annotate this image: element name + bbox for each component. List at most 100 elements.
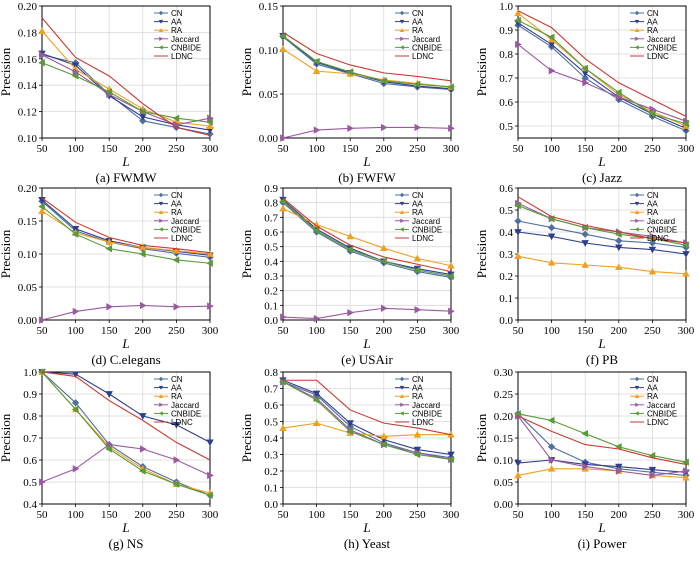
legend-label-ldnc: LDNC <box>171 52 193 61</box>
y-tick-label: 0.1 <box>264 300 278 312</box>
x-tick-label: 250 <box>168 143 185 155</box>
y-axis-label: Precision <box>239 47 254 96</box>
legend-marker-cnbide <box>634 227 639 232</box>
point-jaccard <box>683 467 690 475</box>
point-aa <box>682 251 690 258</box>
point-jaccard <box>72 307 80 316</box>
series-line-jaccard <box>41 304 211 321</box>
legend-label-ldnc: LDNC <box>171 234 193 243</box>
point-ra <box>514 9 522 17</box>
point-jaccard <box>280 134 287 142</box>
point-cnbide <box>447 272 454 280</box>
point-jaccard <box>582 462 590 471</box>
series-line-aa <box>41 199 211 256</box>
series-line-ldnc <box>283 379 452 436</box>
point-cn <box>547 443 556 451</box>
legend-label-jaccard: Jaccard <box>412 35 440 44</box>
point-cnbide <box>682 119 689 128</box>
y-tick-label: 0.7 <box>264 212 278 224</box>
x-tick-label: 50 <box>37 143 49 155</box>
point-cnbide <box>346 427 354 436</box>
point-aa <box>71 371 80 379</box>
x-tick-label: 150 <box>577 143 594 155</box>
x-tick-label: 250 <box>644 509 661 521</box>
point-ra <box>206 250 214 257</box>
legend-marker-ra <box>634 210 640 214</box>
x-axis-label: L <box>121 336 129 351</box>
point-cnbide <box>581 429 589 438</box>
y-tick-label: 0.20 <box>18 1 38 13</box>
series-line-cnbide <box>282 200 452 277</box>
x-tick-label: 250 <box>644 143 661 155</box>
point-aa <box>447 451 455 459</box>
point-jaccard <box>347 124 355 133</box>
series-line-ra <box>517 255 687 275</box>
x-tick-label: 200 <box>376 143 393 155</box>
point-ra <box>279 45 287 52</box>
legend-label-jaccard: Jaccard <box>647 401 675 410</box>
x-tick-label: 300 <box>443 325 460 337</box>
plot-frame <box>282 371 452 505</box>
legend-marker-cnbide <box>399 411 404 416</box>
series-line-cn <box>517 24 687 132</box>
legend-marker-ra <box>158 394 164 398</box>
x-tick-label: 100 <box>308 143 325 155</box>
legend-marker-cn <box>399 376 405 382</box>
legend-label-cnbide: CNBIDE <box>171 225 201 234</box>
legend-label-ra: RA <box>412 208 424 217</box>
point-jaccard <box>515 40 522 49</box>
legend-marker-cn <box>399 10 405 16</box>
x-tick-label: 250 <box>409 509 426 521</box>
legend-marker-cn <box>634 376 640 382</box>
legend-label-ra: RA <box>171 392 183 401</box>
x-tick-label: 100 <box>67 143 84 155</box>
point-ra <box>312 419 321 427</box>
point-ra <box>682 269 690 277</box>
chart-panel-8: 0.0 0.1 0.2 0.3 0.4 0.5 0.6 0.7 0.8 50 100 150 200 25… <box>239 367 460 551</box>
series-line-aa <box>41 371 211 443</box>
legend-label-cnbide: CNBIDE <box>412 409 442 418</box>
y-tick-label: 0.5 <box>264 417 278 429</box>
x-tick-label: 50 <box>513 143 525 155</box>
legend-label-cn: CN <box>647 9 659 18</box>
y-axis-label: Precision <box>0 229 13 278</box>
point-cnbide <box>614 88 622 97</box>
point-aa <box>105 391 113 398</box>
legend-label-ra: RA <box>412 26 424 35</box>
point-cnbide <box>312 396 320 404</box>
y-tick-label: 0.4 <box>264 433 278 445</box>
legend-marker-ra <box>634 28 640 32</box>
chart-panel-2: 0.00 0.05 0.10 0.15 50 100 150 200 250 300 CNAARAJ… <box>239 1 460 185</box>
point-cnbide <box>682 241 689 249</box>
point-jaccard <box>139 445 147 453</box>
point-jaccard <box>615 467 623 475</box>
point-cnbide <box>206 491 213 499</box>
y-tick-label: 0.8 <box>499 49 513 61</box>
point-aa <box>139 114 147 121</box>
series-line-jaccard <box>41 444 211 483</box>
point-jaccard <box>380 123 388 132</box>
y-tick-label: 0.4 <box>23 499 37 511</box>
x-axis-label: L <box>121 520 129 535</box>
y-tick-label: 0.5 <box>264 242 278 254</box>
series-line-cnbide <box>41 62 211 123</box>
legend-label-aa: AA <box>647 384 658 393</box>
series-line-cn <box>41 54 211 135</box>
point-ra <box>380 432 388 440</box>
point-ra <box>346 232 354 240</box>
y-tick-label: 0.4 <box>499 227 513 239</box>
legend-marker-jaccard <box>635 218 640 223</box>
point-ra <box>139 243 147 251</box>
legend-marker-aa <box>158 19 164 24</box>
y-tick-label: 0.3 <box>264 450 278 462</box>
x-tick-label: 300 <box>678 509 695 521</box>
point-aa <box>615 463 623 471</box>
point-jaccard <box>106 303 114 311</box>
x-tick-label: 300 <box>443 509 460 521</box>
point-cnbide <box>71 405 79 414</box>
series-line-cn <box>41 200 211 258</box>
legend-marker-cnbide <box>158 45 163 50</box>
